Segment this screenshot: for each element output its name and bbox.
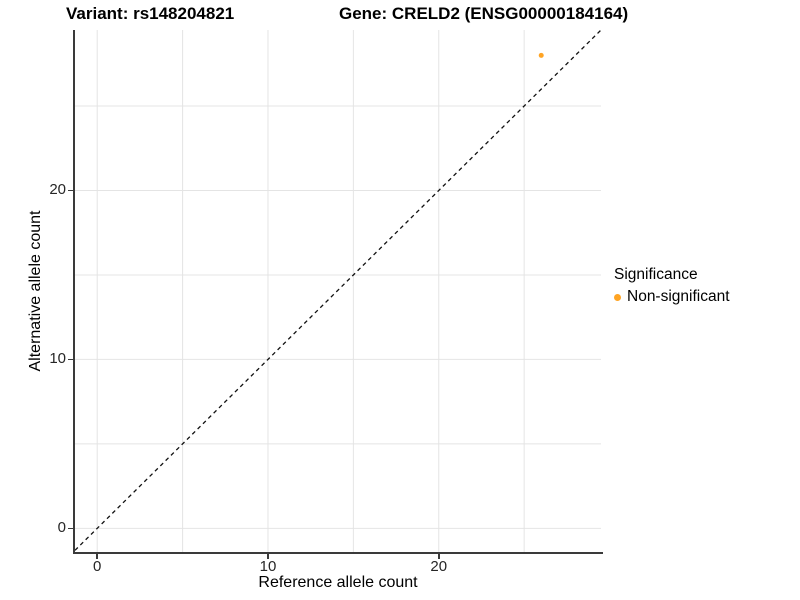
y-axis-tick-label: 10: [49, 350, 66, 368]
gene-title: Gene: CRELD2 (ENSG00000184164): [339, 4, 629, 23]
x-axis-tick-label: 10: [259, 558, 277, 575]
x-axis-tick: [96, 554, 98, 559]
x-axis-tick-label: 0: [93, 558, 102, 575]
legend-item-label: Non-significant: [627, 288, 730, 305]
identity-reference-line: [74, 29, 602, 551]
y-axis-tick-label: 0: [57, 519, 66, 537]
x-axis-line: [73, 552, 603, 554]
y-axis-line: [73, 30, 75, 554]
data-point[interactable]: [538, 52, 544, 58]
plot-panel: [74, 29, 602, 552]
y-axis-title: Alternative allele count: [27, 210, 44, 372]
y-axis-tick: [68, 527, 73, 530]
legend-point-swatch: [614, 293, 621, 301]
y-axis-tick: [68, 189, 73, 192]
legend: Significance Non-significant: [614, 266, 730, 306]
x-axis-tick: [267, 554, 269, 559]
y-axis-tick-label: 20: [49, 181, 66, 199]
y-axis-tick: [68, 358, 73, 361]
legend-item-non-significant[interactable]: Non-significant: [614, 288, 730, 306]
x-axis-tick-label: 20: [430, 558, 448, 575]
legend-title: Significance: [614, 266, 698, 283]
x-axis-tick: [438, 554, 440, 559]
x-axis-title: Reference allele count: [258, 574, 418, 591]
plot-canvas: [74, 29, 602, 552]
variant-title: Variant: rs148204821: [66, 4, 235, 23]
